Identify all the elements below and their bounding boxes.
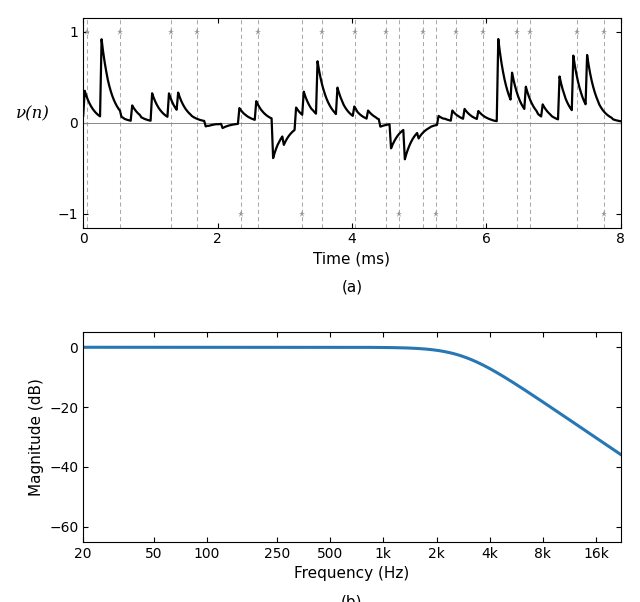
Y-axis label: Magnitude (dB): Magnitude (dB) [29, 378, 44, 496]
Text: (b): (b) [341, 594, 363, 602]
X-axis label: Frequency (Hz): Frequency (Hz) [294, 566, 410, 581]
X-axis label: Time (ms): Time (ms) [314, 252, 390, 267]
Y-axis label: ν(n): ν(n) [16, 106, 50, 123]
Text: (a): (a) [341, 280, 363, 295]
